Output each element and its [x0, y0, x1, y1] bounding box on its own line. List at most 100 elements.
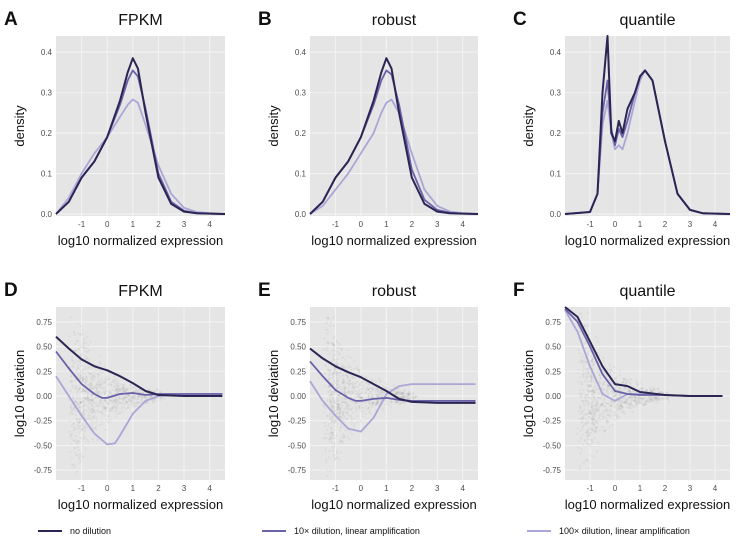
scatter-point — [76, 390, 79, 393]
scatter-point — [123, 387, 126, 390]
scatter-point — [412, 392, 415, 395]
scatter-point — [344, 429, 347, 432]
scatter-point — [82, 346, 85, 349]
scatter-point — [583, 404, 586, 408]
scatter-point — [88, 384, 92, 387]
scatter-point — [376, 400, 379, 403]
scatter-point — [403, 389, 407, 392]
scatter-point — [93, 376, 97, 379]
scatter-point — [78, 394, 81, 398]
scatter-point — [130, 396, 133, 399]
scatter-point — [387, 388, 390, 391]
scatter-point — [400, 392, 403, 395]
scatter-point — [114, 388, 118, 391]
scatter-point — [333, 358, 336, 361]
scatter-point — [130, 404, 134, 407]
scatter-point — [335, 382, 338, 385]
scatter-point — [104, 377, 107, 380]
scatter-point — [584, 422, 587, 425]
scatter-point — [602, 415, 605, 418]
scatter-point — [76, 470, 79, 473]
scatter-point — [341, 381, 344, 384]
scatter-point — [321, 348, 325, 351]
scatter-point — [354, 402, 357, 405]
scatter-point — [595, 335, 598, 338]
scatter-point — [587, 438, 590, 441]
scatter-point — [76, 440, 79, 443]
scatter-point — [342, 419, 345, 422]
scatter-point — [353, 382, 357, 386]
scatter-point — [585, 431, 588, 434]
scatter-point — [650, 400, 653, 403]
scatter-point — [583, 364, 586, 367]
scatter-point — [346, 355, 349, 358]
scatter-point — [662, 397, 665, 400]
scatter-point — [121, 394, 124, 397]
scatter-point — [341, 412, 344, 415]
scatter-point — [116, 407, 119, 410]
scatter-point — [95, 382, 98, 385]
scatter-point — [114, 399, 117, 402]
scatter-point — [110, 383, 113, 387]
scatter-point — [337, 415, 340, 418]
scatter-point — [408, 394, 411, 397]
scatter-point — [372, 394, 375, 397]
scatter-point — [589, 409, 592, 412]
scatter-point — [345, 381, 348, 384]
scatter-point — [68, 334, 71, 338]
scatter-point — [85, 357, 88, 361]
scatter-point — [90, 403, 93, 406]
scatter-point — [69, 375, 73, 378]
scatter-point — [87, 401, 91, 404]
scatter-point — [332, 375, 335, 379]
x-tick-label: -1 — [78, 220, 86, 229]
scatter-point — [661, 391, 664, 394]
scatter-point — [100, 382, 103, 385]
scatter-point — [91, 412, 94, 415]
scatter-point — [82, 346, 86, 349]
scatter-point — [137, 389, 140, 392]
scatter-point — [641, 387, 644, 391]
scatter-point — [79, 406, 82, 409]
scatter-point — [382, 409, 385, 413]
scatter-point — [379, 392, 382, 395]
scatter-point — [581, 443, 585, 446]
scatter-point — [145, 396, 149, 399]
series-line — [309, 57, 479, 215]
scatter-point — [355, 367, 359, 370]
scatter-point — [326, 331, 329, 334]
scatter-point — [128, 400, 131, 403]
scatter-point — [593, 413, 597, 416]
scatter-point — [344, 400, 347, 404]
scatter-point — [84, 367, 87, 370]
scatter-point — [592, 410, 595, 413]
scatter-point — [616, 415, 619, 418]
scatter-point — [591, 389, 594, 392]
scatter-point — [580, 417, 583, 420]
scatter-point — [130, 399, 133, 402]
scatter-point — [72, 406, 75, 409]
scatter-point — [379, 392, 382, 396]
scatter-point — [369, 390, 372, 393]
scatter-point — [650, 397, 653, 401]
scatter-point — [97, 392, 100, 395]
scatter-point — [87, 405, 90, 408]
scatter-point — [337, 374, 341, 377]
scatter-point — [131, 386, 135, 389]
scatter-point — [73, 465, 76, 468]
scatter-point — [379, 379, 382, 382]
scatter-point — [346, 435, 349, 438]
x-tick-label: 3 — [688, 220, 693, 229]
scatter-point — [334, 358, 337, 361]
scatter-point — [589, 384, 592, 388]
scatter-point — [364, 404, 368, 408]
scatter-point — [606, 420, 609, 423]
scatter-point — [598, 396, 601, 399]
scatter-point — [92, 378, 96, 381]
scatter-point — [72, 439, 76, 442]
scatter-point — [82, 396, 86, 399]
scatter-point — [601, 403, 604, 406]
scatter-point — [334, 379, 337, 382]
scatter-point — [577, 348, 580, 351]
